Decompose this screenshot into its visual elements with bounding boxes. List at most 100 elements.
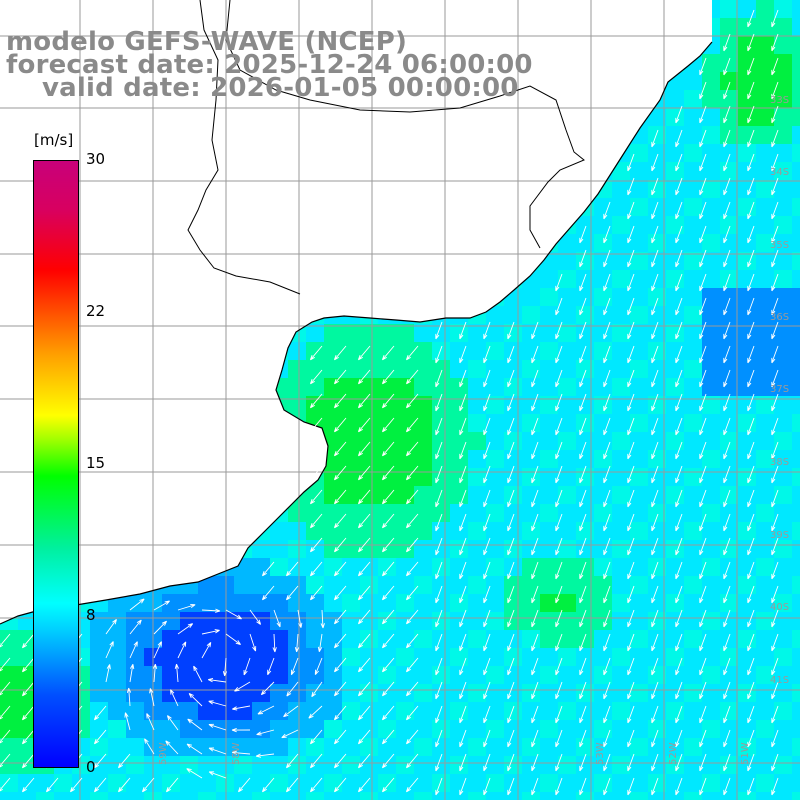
wind-speed-cell	[612, 324, 631, 343]
wind-arrow	[627, 201, 635, 220]
wind-speed-cell	[450, 468, 469, 487]
wind-speed-cell	[702, 576, 721, 595]
wind-arrow	[483, 393, 491, 412]
wind-arrow	[531, 633, 539, 652]
wind-speed-cell	[540, 738, 559, 757]
wind-arrow	[357, 489, 371, 505]
wind-arrow	[579, 609, 587, 628]
wind-speed-cell	[594, 468, 613, 487]
wind-speed-cell	[414, 756, 433, 775]
wind-arrow	[309, 345, 323, 361]
border-line	[187, 0, 585, 295]
wind-arrow	[771, 33, 779, 52]
wind-arrow	[272, 633, 277, 653]
wind-speed-cell	[666, 504, 685, 523]
wind-arrow	[675, 249, 683, 268]
wind-arrow	[771, 417, 779, 436]
lat-label: 35S	[770, 240, 790, 251]
wind-arrow	[555, 489, 563, 508]
wind-speed-cell	[720, 270, 739, 289]
wind-speed-cell	[396, 504, 415, 523]
wind-arrow	[165, 740, 179, 755]
wind-arrow	[333, 657, 347, 673]
wind-arrow	[603, 297, 611, 316]
wind-speed-cell	[738, 630, 757, 649]
wind-speed-cell	[468, 522, 487, 541]
wind-speed-cell	[360, 612, 379, 631]
lat-label: 33S	[770, 95, 790, 106]
wind-speed-cell	[378, 342, 397, 361]
wind-arrow	[579, 273, 587, 292]
wind-arrow	[771, 537, 779, 556]
wind-arrow	[237, 777, 251, 793]
lat-label: 37S	[770, 384, 790, 395]
wind-speed-cell	[306, 594, 325, 613]
wind-speed-cell	[594, 414, 613, 433]
wind-speed-cell	[0, 720, 19, 739]
wind-arrow	[129, 598, 145, 611]
wind-speed-cell	[540, 630, 559, 649]
wind-speed-cell	[792, 396, 800, 415]
wind-speed-cell	[342, 702, 361, 721]
wind-arrow	[603, 537, 611, 556]
wind-speed-cell	[558, 558, 577, 577]
wind-speed-cell	[576, 774, 595, 793]
wind-arrow	[723, 225, 731, 244]
wind-speed-cell	[702, 234, 721, 253]
wind-speed-cell	[216, 720, 235, 739]
wind-speed-cell	[288, 738, 307, 757]
wind-arrow	[579, 225, 587, 244]
wind-speed-cell	[774, 90, 793, 109]
wind-speed-cell	[756, 36, 775, 55]
wind-arrow	[483, 441, 491, 460]
wind-speed-cell	[360, 486, 379, 505]
wind-speed-cell	[684, 144, 703, 163]
wind-speed-cell	[162, 648, 181, 667]
wind-speed-cell	[270, 702, 289, 721]
wind-arrow	[579, 585, 587, 604]
wind-speed-cell	[414, 666, 433, 685]
wind-arrow	[117, 753, 131, 769]
wind-arrow	[357, 513, 371, 529]
wind-arrow	[0, 705, 11, 720]
wind-speed-cell	[414, 522, 433, 541]
wind-speed-cell	[630, 306, 649, 325]
wind-arrow	[459, 681, 467, 700]
wind-speed-cell	[720, 108, 739, 127]
wind-arrow	[747, 753, 755, 772]
wind-speed-cell	[630, 414, 649, 433]
lat-label: 39S	[770, 530, 790, 541]
wind-speed-cell	[0, 684, 19, 703]
wind-speed-cell	[432, 576, 451, 595]
wind-speed-cell	[270, 612, 289, 631]
wind-speed-cell	[234, 594, 253, 613]
wind-arrow	[747, 585, 755, 604]
wind-speed-cell	[684, 612, 703, 631]
wind-speed-cell	[720, 756, 739, 775]
wind-speed-cell	[288, 576, 307, 595]
wind-speed-cell	[396, 648, 415, 667]
wind-speed-cell	[288, 396, 307, 415]
wind-speed-cell	[342, 504, 361, 523]
lat-label: 36S	[770, 312, 790, 323]
wind-speed-cell	[288, 360, 307, 379]
wind-arrow	[555, 537, 563, 556]
wind-speed-cell	[432, 540, 451, 559]
wind-speed-cell	[450, 558, 469, 577]
wind-speed-cell	[774, 0, 793, 19]
wind-speed-cell	[576, 702, 595, 721]
wind-speed-cell	[792, 756, 800, 775]
wind-speed-cell	[342, 612, 361, 631]
wind-speed-cell	[684, 198, 703, 217]
wind-arrow	[405, 465, 419, 481]
wind-speed-cell	[756, 414, 775, 433]
wind-arrow	[531, 681, 539, 700]
wind-arrow	[651, 537, 659, 556]
wind-speed-cell	[360, 576, 379, 595]
wind-speed-cell	[126, 648, 145, 667]
wind-speed-cell	[720, 72, 739, 91]
wind-speed-cell	[738, 648, 757, 667]
wind-speed-cell	[738, 90, 757, 109]
wind-speed-cell	[792, 108, 800, 127]
wind-arrow	[675, 657, 683, 676]
